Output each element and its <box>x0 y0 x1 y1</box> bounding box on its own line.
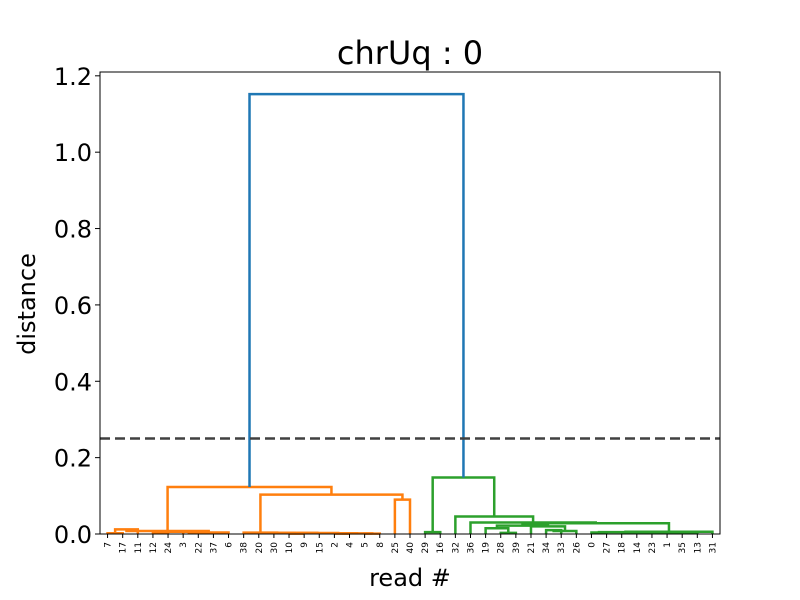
y-tick-label: 0.2 <box>54 445 92 473</box>
x-tick-label-leaf: 11 <box>134 542 144 553</box>
y-axis-label: distance <box>13 253 41 355</box>
chart-title: chrUq : 0 <box>337 34 483 72</box>
x-tick-label-leaf: 22 <box>194 542 204 553</box>
y-axis-ticks: 0.0 0.2 0.4 0.6 0.8 1.0 1.2 <box>54 63 100 549</box>
x-tick-label-leaf: 33 <box>557 542 567 553</box>
x-tick-label-leaf: 4 <box>346 542 356 548</box>
x-tick-label-leaf: 23 <box>648 542 658 553</box>
x-tick-label-leaf: 19 <box>482 542 492 554</box>
x-tick-label-leaf: 3 <box>179 542 189 548</box>
x-tick-label-leaf: 31 <box>708 542 718 553</box>
x-tick-label-leaf: 32 <box>451 542 461 553</box>
x-tick-label-leaf: 37 <box>209 542 219 553</box>
x-tick-label-leaf: 6 <box>225 542 235 548</box>
x-tick-label-leaf: 20 <box>255 542 265 554</box>
x-tick-label-leaf: 5 <box>361 542 371 548</box>
x-tick-label-leaf: 39 <box>512 542 522 554</box>
x-tick-label-leaf: 25 <box>391 542 401 553</box>
x-tick-label-leaf: 26 <box>572 542 582 554</box>
x-tick-label-leaf: 12 <box>149 542 159 553</box>
x-tick-label-leaf: 40 <box>406 542 416 554</box>
x-tick-label-leaf: 27 <box>603 542 613 553</box>
x-tick-label-leaf: 16 <box>436 542 446 554</box>
dendrogram-link-blue <box>248 92 465 488</box>
y-tick-label: 1.0 <box>54 139 92 167</box>
x-tick-label-leaf: 2 <box>330 542 340 548</box>
x-tick-label-leaf: 38 <box>240 542 250 554</box>
x-tick-label-leaf: 9 <box>300 542 310 548</box>
x-tick-label-leaf: 35 <box>678 542 688 553</box>
x-tick-label-leaf: 17 <box>119 542 129 553</box>
x-tick-label-leaf: 8 <box>376 542 386 548</box>
x-tick-label-leaf: 0 <box>587 542 597 548</box>
y-tick-label: 1.2 <box>54 63 92 91</box>
x-tick-label-leaf: 28 <box>497 542 507 554</box>
y-tick-label: 0.8 <box>54 216 92 244</box>
x-tick-label-leaf: 29 <box>421 542 431 554</box>
x-axis-label: read # <box>369 564 451 592</box>
x-tick-label-leaf: 24 <box>164 542 174 554</box>
x-axis-ticks: 7 17 11 12 24 3 22 37 6 38 20 30 10 9 15 2 4 5 8 25 40 29 16 32… <box>104 534 718 554</box>
x-tick-label-leaf: 7 <box>104 542 114 548</box>
y-tick-label: 0.4 <box>54 368 92 396</box>
x-tick-label-leaf: 30 <box>270 542 280 554</box>
x-tick-label-leaf: 15 <box>315 542 325 553</box>
y-tick-label: 0.6 <box>54 292 92 320</box>
x-tick-label-leaf: 21 <box>527 542 537 553</box>
x-tick-label-leaf: 36 <box>466 542 476 554</box>
x-tick-label-leaf: 18 <box>618 542 628 554</box>
x-tick-label-leaf: 34 <box>542 542 552 554</box>
x-tick-label-leaf: 13 <box>693 542 703 553</box>
x-tick-label-leaf: 14 <box>633 542 643 554</box>
x-tick-label-leaf: 10 <box>285 542 295 554</box>
x-tick-label-leaf: 1 <box>663 542 673 548</box>
y-tick-label: 0.0 <box>54 521 92 549</box>
